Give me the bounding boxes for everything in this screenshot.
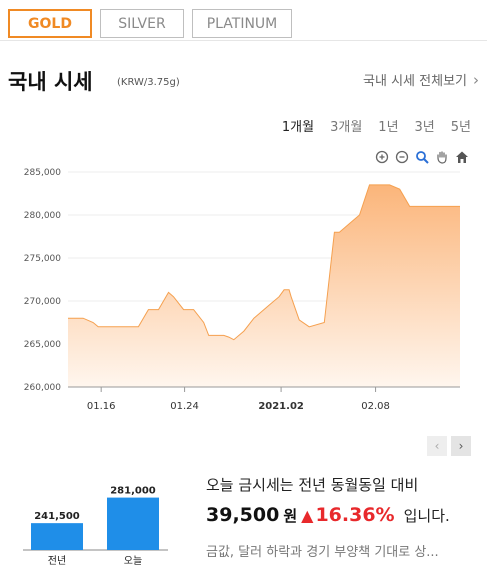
price-line [68, 184, 460, 341]
currency-unit: 원 [283, 507, 298, 525]
period-1m[interactable]: 1개월 [281, 120, 315, 135]
summary-change: 39,500 원 ▲ 16.36% 입니다. [206, 504, 476, 526]
y-tick-label: 285,000 [24, 168, 61, 178]
magnify-icon[interactable] [414, 149, 430, 165]
up-arrow-icon: ▲ [301, 506, 314, 525]
change-amount: 39,500 [206, 504, 280, 526]
mini-bar-value: 241,500 [34, 511, 80, 522]
x-tick-label: 2021.02 [258, 401, 304, 412]
page-title: 국내 시세 [8, 70, 93, 94]
next-button[interactable]: › [451, 436, 471, 456]
mini-bar [107, 497, 159, 550]
tab-silver[interactable]: SILVER [100, 9, 184, 38]
unit-label: (KRW/3.75g) [117, 77, 180, 88]
pan-hand-icon[interactable] [434, 149, 450, 165]
period-5y[interactable]: 5년 [450, 120, 471, 135]
period-selector: 1개월 3개월 1년 3년 5년 [282, 116, 471, 135]
prev-button[interactable]: ‹ [427, 436, 447, 456]
y-tick-label: 265,000 [24, 340, 61, 350]
y-tick-label: 260,000 [24, 383, 61, 393]
y-tick-label: 280,000 [24, 211, 61, 221]
year-compare-chart: 241,500 전년 281,000 오늘 [23, 486, 168, 567]
mini-bar-value: 281,000 [110, 486, 156, 497]
chart-pager: ‹ › [427, 436, 471, 456]
period-3m[interactable]: 3개월 [330, 120, 363, 135]
period-1y[interactable]: 1년 [378, 120, 399, 135]
tab-gold[interactable]: GOLD [8, 9, 92, 38]
view-all-link[interactable]: 국내 시세 전체보기 › [363, 70, 479, 90]
chart-toolbar [374, 149, 470, 165]
metal-tabs: GOLD SILVER PLATINUM [8, 9, 292, 38]
period-3y[interactable]: 3년 [414, 120, 435, 135]
price-chart[interactable]: 285,000 280,000 275,000 270,000 265,000 260,0… [0, 160, 487, 420]
divider [0, 40, 487, 41]
mini-bar-label: 오늘 [124, 555, 142, 567]
zoom-out-icon[interactable] [394, 149, 410, 165]
change-percent: 16.36% [315, 504, 395, 526]
zoom-in-icon[interactable] [374, 149, 390, 165]
tab-platinum[interactable]: PLATINUM [192, 9, 292, 38]
y-tick-label: 270,000 [24, 297, 61, 307]
x-axis: 01.16 01.24 2021.02 02.08 [87, 387, 390, 412]
summary-end: 입니다. [403, 507, 450, 525]
x-tick-label: 01.24 [170, 401, 199, 412]
home-icon[interactable] [454, 149, 470, 165]
y-axis: 285,000 280,000 275,000 270,000 265,000 260,0… [24, 168, 61, 393]
y-tick-label: 275,000 [24, 254, 61, 264]
mini-bar-label: 전년 [48, 555, 66, 567]
price-area [68, 184, 460, 387]
chevron-right-icon: › [473, 70, 479, 89]
summary-panel: 오늘 금시세는 전년 동월동일 대비 39,500 원 ▲ 16.36% 입니다… [206, 474, 476, 560]
summary-text: 오늘 금시세는 전년 동월동일 대비 [206, 476, 419, 494]
x-tick-label: 02.08 [361, 401, 390, 412]
view-all-label: 국내 시세 전체보기 [363, 74, 467, 89]
mini-bar [31, 523, 83, 550]
news-headline[interactable]: 금값, 달러 하락과 경기 부양책 기대로 상... [206, 545, 439, 560]
x-tick-label: 01.16 [87, 401, 116, 412]
